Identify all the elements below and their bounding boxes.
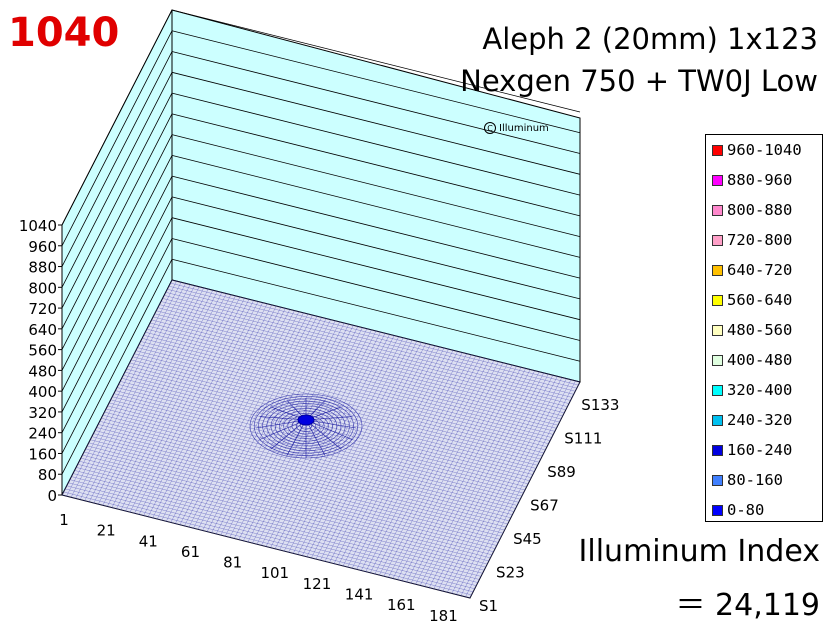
x-tick-label: 101 <box>260 564 289 582</box>
legend-item: 720-800 <box>712 231 792 249</box>
floor-gridlines <box>61 279 581 599</box>
peak-value-label: 1040 <box>8 10 120 56</box>
z-tick-label: 1040 <box>19 217 57 235</box>
legend-label: 720-800 <box>727 231 793 249</box>
y-tick-label: S1 <box>479 597 498 615</box>
z-tick-label: 80 <box>38 466 57 484</box>
x-tick-label: 21 <box>97 522 116 540</box>
brand-label: Illuminum <box>499 122 549 134</box>
x-tick-label: 41 <box>139 532 158 550</box>
legend: 960-1040 880-960 800-880 720-800 640-720 560-… <box>705 134 823 522</box>
legend-item: 240-320 <box>712 411 792 429</box>
legend-item: 80-160 <box>712 471 783 489</box>
z-tick-label: 720 <box>28 300 57 318</box>
index-label: Illuminum Index <box>578 534 820 569</box>
x-tick-label: 181 <box>429 607 458 625</box>
legend-item: 320-400 <box>712 381 792 399</box>
legend-swatch <box>712 414 723 426</box>
z-tick-label: 800 <box>28 279 57 297</box>
y-tick-label: S67 <box>530 497 559 515</box>
legend-swatch <box>712 264 723 276</box>
z-tick-label: 480 <box>28 362 57 380</box>
legend-item: 480-560 <box>712 321 792 339</box>
wall-gridlines <box>61 9 581 475</box>
legend-swatch <box>712 234 723 246</box>
x-tick-label: 121 <box>303 575 332 593</box>
copyright-circle-icon: C <box>484 122 496 134</box>
legend-label: 0-80 <box>727 501 765 519</box>
z-tick-label: 240 <box>28 425 57 443</box>
index-value: ＝ 24,119 <box>675 588 820 623</box>
legend-label: 320-400 <box>727 381 793 399</box>
legend-swatch <box>712 174 723 186</box>
legend-label: 880-960 <box>727 171 793 189</box>
z-tick-label: 400 <box>28 383 57 401</box>
legend-label: 800-880 <box>727 201 793 219</box>
legend-label: 240-320 <box>727 411 793 429</box>
legend-label: 640-720 <box>727 261 793 279</box>
x-tick-label: 1 <box>59 511 69 529</box>
y-tick-label: S45 <box>513 530 542 548</box>
z-tick-label: 160 <box>28 445 57 463</box>
y-axis: S1 S23 S45 S67 S89 S111 S133 <box>479 396 619 615</box>
z-tick-label: 640 <box>28 321 57 339</box>
chart-title: Aleph 2 (20mm) 1x123 <box>482 22 818 56</box>
x-tick-label: 141 <box>345 586 374 604</box>
legend-item: 880-960 <box>712 171 792 189</box>
legend-swatch <box>712 204 723 216</box>
x-tick-label: 81 <box>223 554 242 572</box>
legend-swatch <box>712 384 723 396</box>
legend-swatch <box>712 324 723 336</box>
brand-logo: C Illuminum <box>484 122 549 134</box>
legend-label: 480-560 <box>727 321 793 339</box>
legend-item: 160-240 <box>712 441 792 459</box>
legend-label: 160-240 <box>727 441 793 459</box>
legend-swatch <box>712 294 723 306</box>
y-tick-label: S133 <box>581 396 619 414</box>
legend-swatch <box>712 354 723 366</box>
legend-swatch <box>712 144 723 156</box>
z-tick-label: 880 <box>28 259 57 277</box>
z-tick-label: 320 <box>28 404 57 422</box>
legend-label: 80-160 <box>727 471 783 489</box>
y-tick-label: S111 <box>564 430 602 448</box>
legend-swatch <box>712 444 723 456</box>
z-tick-label: 560 <box>28 342 57 360</box>
illuminance-peak <box>249 393 363 459</box>
y-tick-label: S23 <box>496 564 525 582</box>
z-tick-label: 0 <box>47 487 57 505</box>
z-tick-label: 960 <box>28 238 57 256</box>
x-tick-label: 61 <box>181 543 200 561</box>
legend-swatch <box>712 474 723 486</box>
y-tick-label: S89 <box>547 463 576 481</box>
legend-label: 560-640 <box>727 291 793 309</box>
legend-item: 560-640 <box>712 291 792 309</box>
legend-label: 960-1040 <box>727 141 802 159</box>
legend-item: 400-480 <box>712 351 792 369</box>
legend-item: 0-80 <box>712 501 764 519</box>
legend-item: 640-720 <box>712 261 792 279</box>
x-tick-label: 161 <box>387 596 416 614</box>
chart-subtitle: Nexgen 750 + TW0J Low <box>460 64 818 98</box>
legend-item: 800-880 <box>712 201 792 219</box>
legend-item: 960-1040 <box>712 141 802 159</box>
legend-swatch <box>712 504 723 516</box>
legend-label: 400-480 <box>727 351 793 369</box>
